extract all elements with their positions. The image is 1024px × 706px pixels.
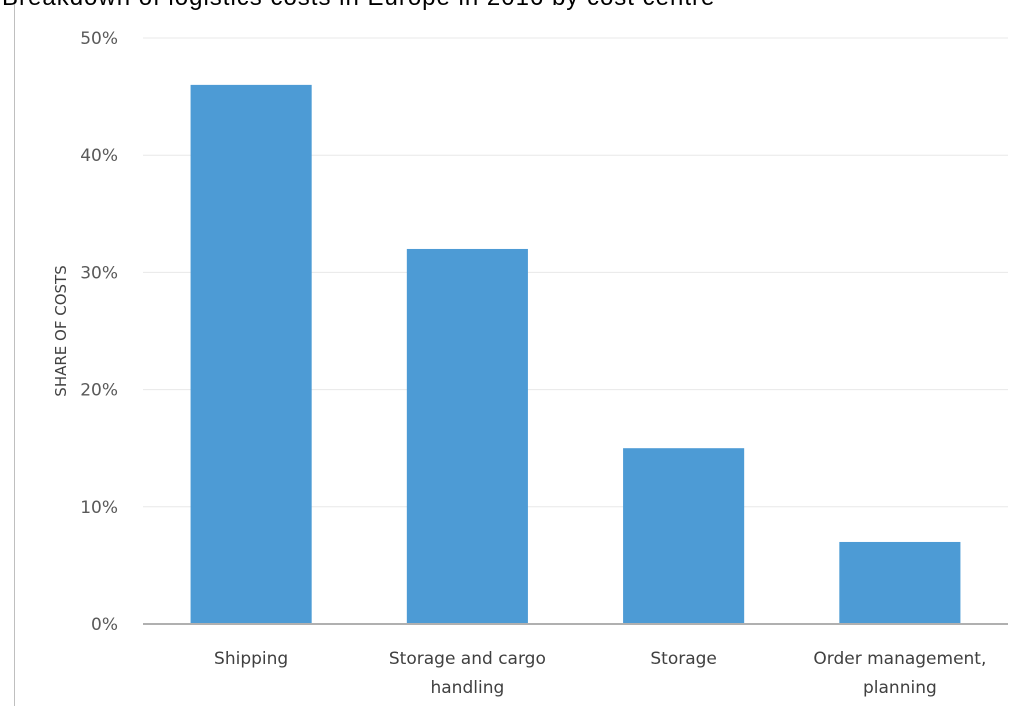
bar <box>190 84 312 624</box>
x-tick-label: Storage and cargo handling <box>389 649 546 698</box>
y-tick-label: 50% <box>80 29 118 49</box>
y-axis-title: SHARE OF COSTS <box>52 265 70 396</box>
bar <box>839 541 961 624</box>
y-tick-label: 0% <box>91 615 118 635</box>
x-tick-label: Shipping <box>214 649 288 669</box>
chart-title: Breakdown of logistics costs in Europe i… <box>2 0 715 12</box>
bar <box>623 448 745 624</box>
chart-frame-left-border <box>14 0 15 706</box>
x-tick-label: Order management, planning <box>813 649 986 698</box>
y-tick-label: 20% <box>80 381 118 401</box>
bar <box>406 248 528 624</box>
y-tick-label: 40% <box>80 146 118 166</box>
y-tick-label: 30% <box>80 263 118 283</box>
x-tick-label: Storage <box>650 649 717 669</box>
y-tick-label: 10% <box>80 498 118 518</box>
